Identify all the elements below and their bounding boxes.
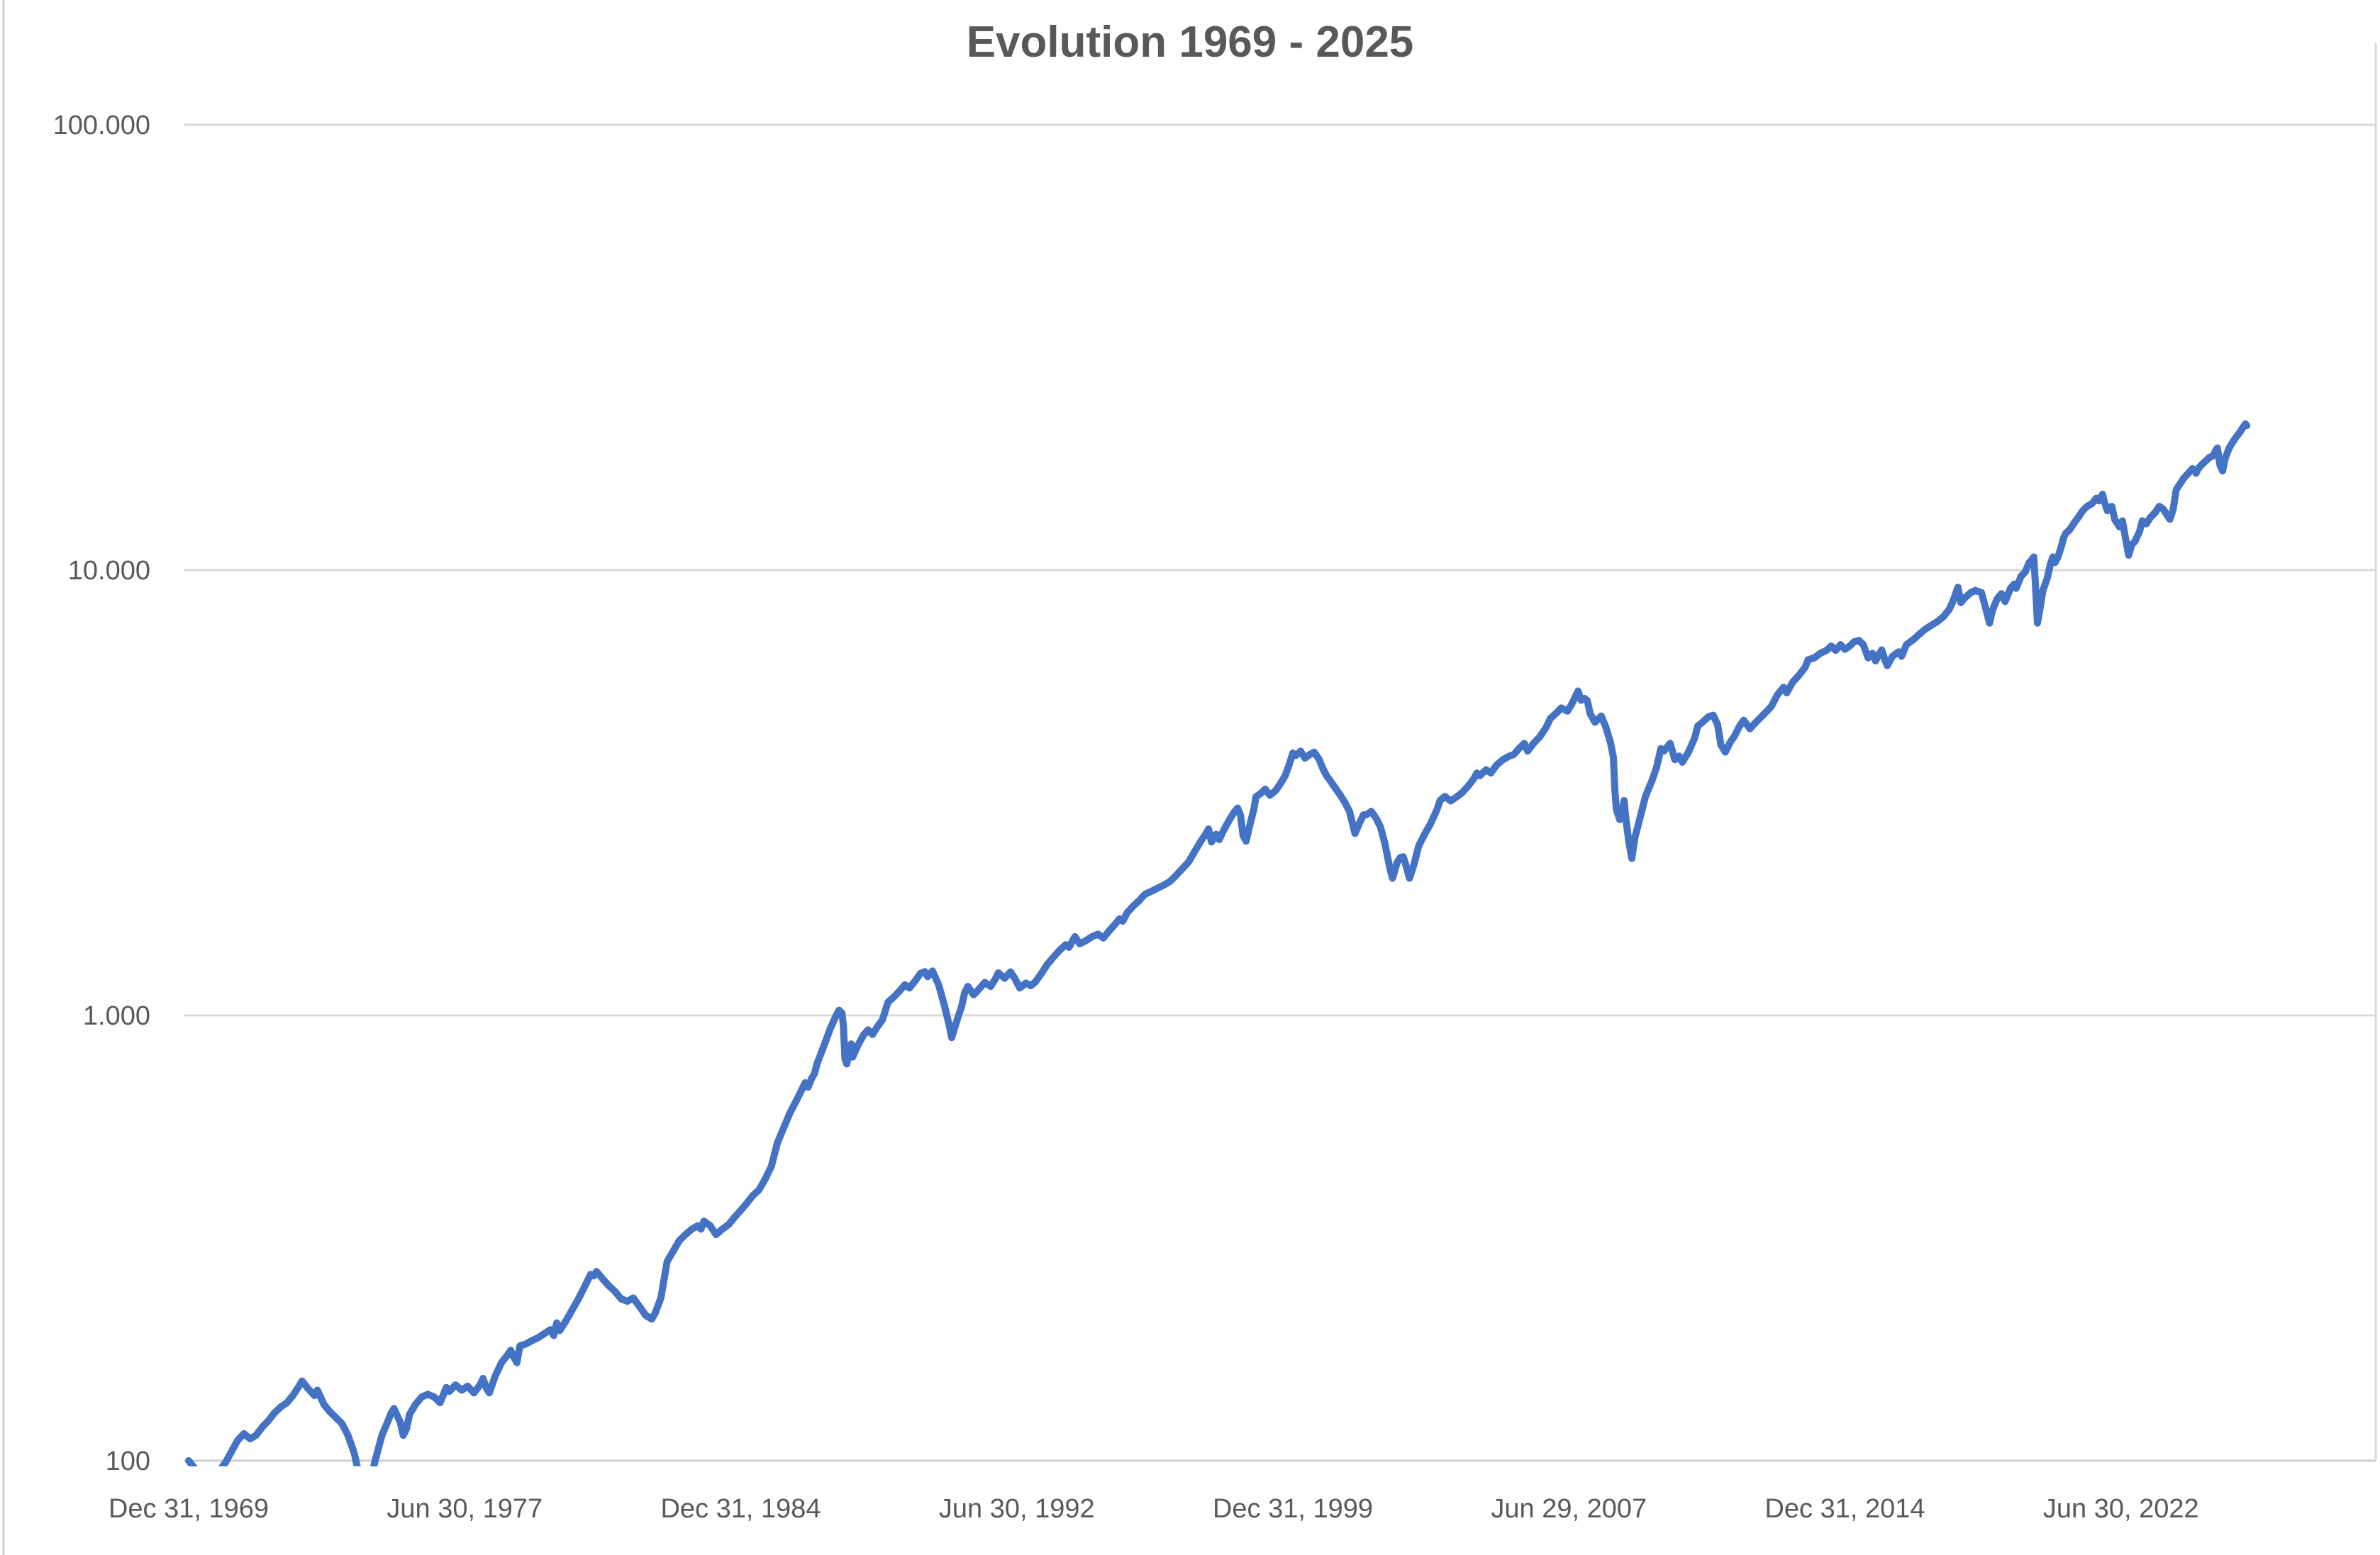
y-tick-label: 10.000 xyxy=(68,556,150,586)
y-tick-label: 100 xyxy=(106,1447,150,1476)
x-tick-label: Dec 31, 1969 xyxy=(109,1494,269,1524)
gridlines xyxy=(184,123,2376,1462)
x-tick-label: Dec 31, 2014 xyxy=(1764,1494,1925,1524)
x-tick-label: Jun 29, 2007 xyxy=(1491,1494,1647,1524)
x-axis-labels: Dec 31, 1969 Jun 30, 1977 Dec 31, 1984 Jun … xyxy=(109,1494,2199,1524)
x-tick-label: Dec 31, 1999 xyxy=(1213,1494,1373,1524)
chart-title: Evolution 1969 - 2025 xyxy=(967,18,1414,67)
x-tick-label: Dec 31, 1984 xyxy=(660,1494,821,1524)
series-line xyxy=(185,420,2251,1466)
y-tick-label: 100.000 xyxy=(53,111,150,140)
x-tick-label: Jun 30, 1992 xyxy=(939,1494,1095,1524)
x-tick-label: Jun 30, 1977 xyxy=(387,1494,543,1524)
y-tick-label: 1.000 xyxy=(83,1001,150,1031)
y-axis-labels: 100.000 10.000 1.000 100 xyxy=(53,111,150,1476)
x-tick-label: Jun 30, 2022 xyxy=(2043,1494,2199,1524)
